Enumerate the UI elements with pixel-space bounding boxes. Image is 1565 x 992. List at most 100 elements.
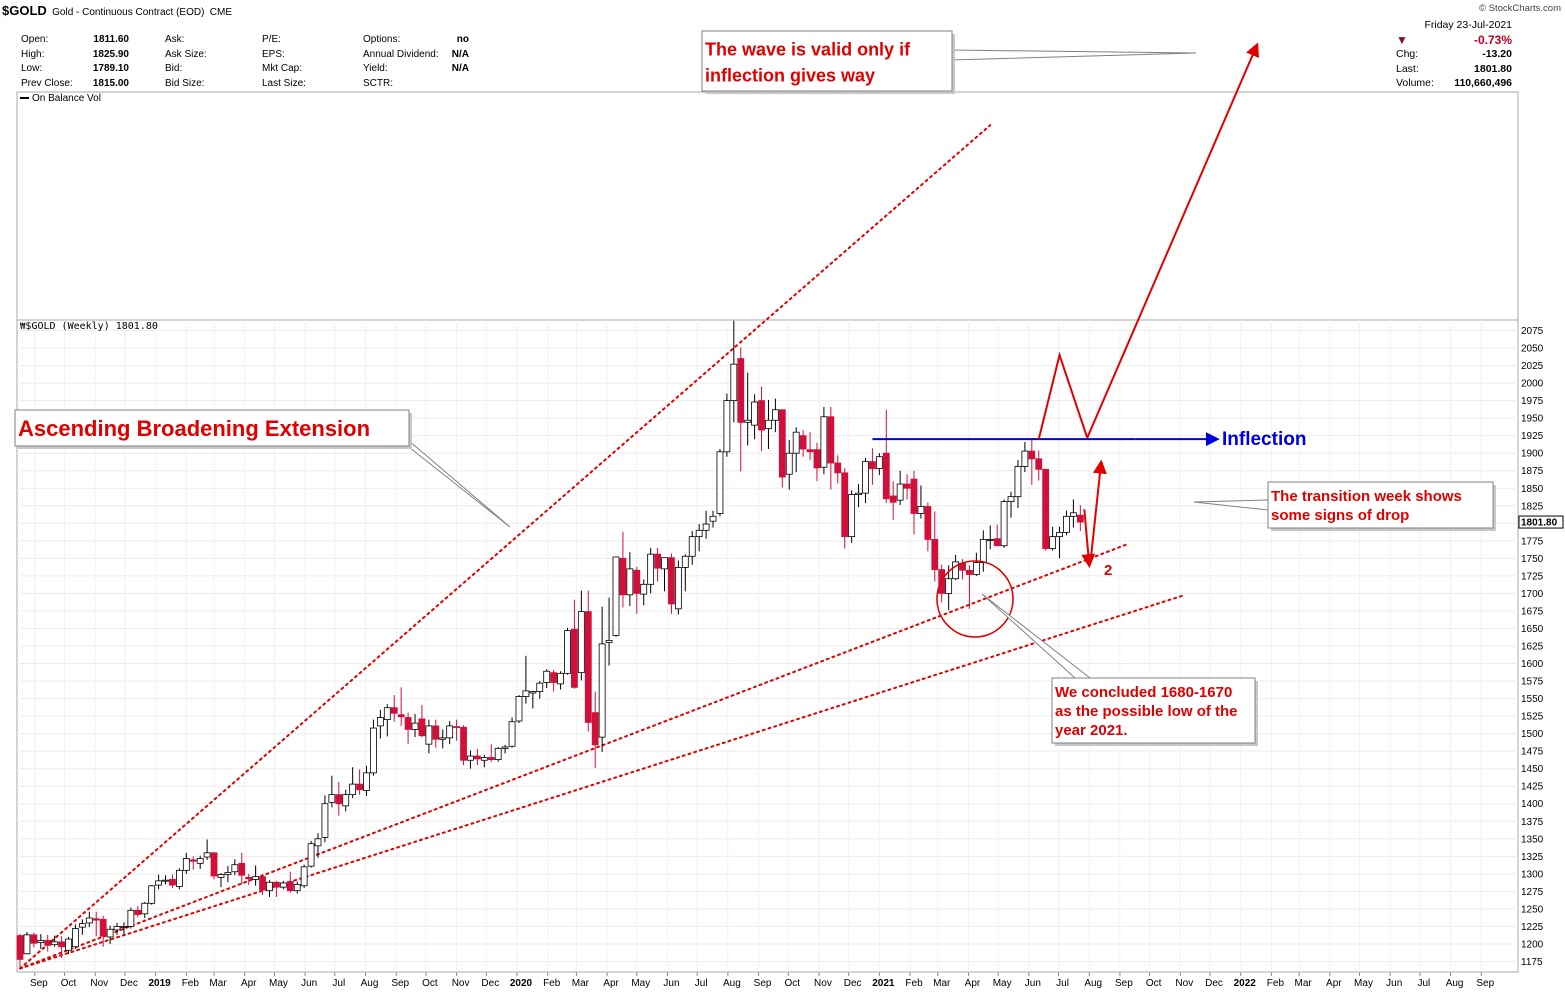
x-tick-label: Mar [209,978,227,989]
candle [626,552,634,607]
candle [716,448,724,517]
candle [633,566,641,614]
open-label: Open: [21,34,49,45]
candle [494,746,502,762]
yield-value: N/A [451,63,469,74]
x-tick-label: Sep [30,978,48,989]
candle-body [1049,536,1057,549]
conclusion-callout-line: year 2021. [1055,722,1128,739]
candle [557,671,564,690]
candle [654,547,661,582]
x-tick-label: Jul [332,978,345,989]
candle-body [99,919,107,937]
x-tick-label: Dec [844,978,862,989]
candle-body [404,717,412,730]
candle-body [979,539,987,563]
candle-body [619,557,627,596]
ask-size-label: Ask Size: [165,48,207,60]
candle-body [681,555,689,568]
y-tick-label: 1175 [1521,957,1543,968]
candle [300,864,308,888]
candle-body [30,934,38,944]
candle-body [314,838,322,847]
candle-body [279,882,287,888]
last-size-label: Last Size: [262,77,306,89]
y-tick-label: 1575 [1521,677,1544,688]
x-tick-label: Dec [481,978,499,989]
bid-size-label: Bid Size: [165,77,205,89]
candle-body [273,881,280,888]
y-tick-label: 1875 [1521,466,1544,477]
candle [217,873,225,888]
candle [979,530,987,572]
wave-note-line: inflection gives way [705,65,875,85]
x-tick-label: Jun [1386,978,1402,989]
wave-note: The wave is valid only if inflection give… [701,30,1197,94]
candle [439,729,447,749]
wave-note-line: The wave is valid only if [705,39,911,59]
candle [778,409,786,488]
trendline-third-trendline [19,594,1186,970]
candle [903,474,911,500]
candle-body [1028,450,1036,460]
trendline-lower-broadening-line [19,542,1130,970]
candle-body [439,737,447,740]
candle [564,627,571,675]
candle [266,880,273,897]
candle-body [564,630,571,674]
candle-body [453,726,461,729]
low-value: 1789.10 [92,63,129,74]
candle-body [882,452,890,500]
y-tick-label: 1650 [1521,624,1544,635]
candle [92,911,100,937]
x-tick-label: Jul [695,978,708,989]
candle [501,744,509,754]
candle [72,924,79,949]
candle [120,922,128,935]
y-tick-label: 1825 [1521,501,1544,512]
candle [356,769,363,795]
y-tick-label: 1400 [1521,799,1544,810]
candle-body [841,472,849,538]
y-tick-label: 1725 [1521,571,1544,582]
candle-body [245,876,253,880]
candle-body [356,783,363,791]
candle-body [771,409,779,421]
mkt-cap-label: Mkt Cap: [262,63,303,74]
chg-value: -13.20 [1482,48,1512,60]
candle [134,906,142,918]
candle-body [106,928,114,938]
candle-body [778,409,786,478]
chg-label: Chg: [1396,48,1419,60]
candle [550,669,558,692]
candle [155,874,163,890]
candle [820,406,828,475]
candle-body [1014,466,1022,498]
annual-dividend-label: Annual Dividend: [363,48,439,60]
y-tick-label: 1850 [1521,484,1544,495]
candle-body [584,611,592,723]
candle-body [16,935,24,960]
candle-body [543,670,551,683]
candle [467,750,474,769]
candle [855,484,862,508]
candle-body [148,885,156,904]
candle-body [175,869,183,887]
candle [709,510,717,528]
candle [30,932,38,948]
candle [432,719,440,748]
candle-body [529,691,537,694]
y-tick-label: 1625 [1521,642,1544,653]
candle [65,936,72,954]
candle [1035,450,1043,481]
candle [529,690,537,709]
candle-body [730,363,738,402]
candle-body [252,876,260,880]
candle [619,531,627,608]
x-tick-label: Apr [241,978,257,989]
candle-body [986,539,994,541]
candle-body [120,926,128,928]
y-tick-label: 2050 [1521,344,1544,355]
candle [986,525,994,550]
candle-body [827,416,835,464]
